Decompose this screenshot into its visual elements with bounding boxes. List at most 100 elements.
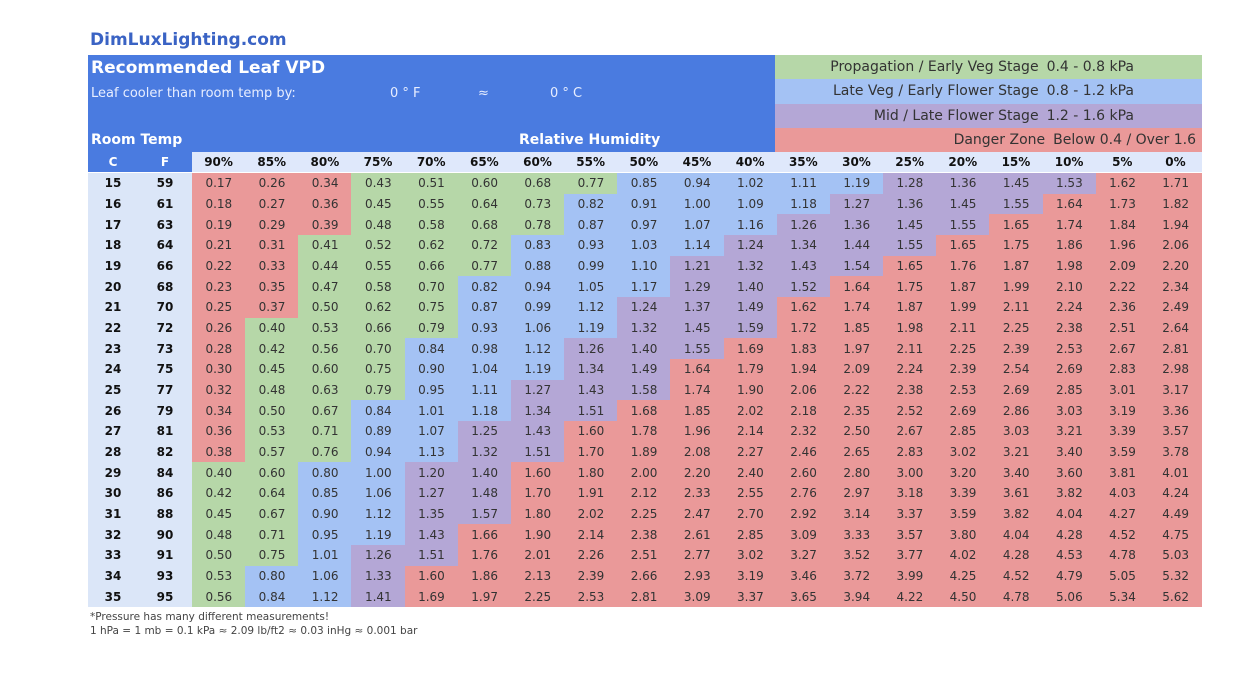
vpd-cell: 3.52 — [829, 545, 884, 566]
temp-c: 17 — [88, 214, 138, 235]
vpd-cell: 3.14 — [829, 503, 884, 525]
vpd-cell: 2.11 — [989, 297, 1044, 318]
vpd-cell: 1.49 — [617, 359, 671, 380]
vpd-cell: 2.24 — [1042, 297, 1097, 318]
vpd-cell: 0.67 — [298, 400, 352, 421]
vpd-cell: 1.40 — [723, 276, 778, 297]
temp-f: 77 — [138, 379, 192, 401]
vpd-cell: 2.61 — [670, 524, 725, 545]
vpd-cell: 0.82 — [457, 276, 512, 297]
vpd-cell: 0.32 — [192, 379, 246, 401]
vpd-cell: 0.66 — [351, 317, 406, 339]
vpd-cell: 1.96 — [1095, 235, 1150, 256]
vpd-cell: 2.09 — [1095, 255, 1150, 277]
vpd-cell: 0.36 — [192, 421, 246, 442]
vpd-cell: 1.62 — [1095, 173, 1150, 194]
vpd-cell: 3.37 — [883, 503, 937, 525]
vpd-cell: 1.35 — [404, 503, 459, 525]
vpd-cell: 2.20 — [670, 462, 725, 483]
vpd-cell: 1.03 — [617, 235, 671, 256]
vpd-cell: 1.58 — [617, 379, 671, 401]
temp-f: 84 — [138, 462, 192, 483]
vpd-cell: 2.69 — [989, 379, 1044, 401]
vpd-cell: 2.26 — [564, 545, 618, 566]
vpd-cell: 2.14 — [723, 421, 778, 442]
vpd-cell: 1.18 — [776, 193, 831, 215]
legend-row: Late Veg / Early Flower Stage 0.8 - 1.2 k… — [775, 79, 1202, 104]
vpd-cell: 2.60 — [776, 462, 831, 483]
vpd-cell: 0.95 — [404, 379, 459, 401]
vpd-cell: 1.01 — [298, 545, 352, 566]
vpd-cell: 0.41 — [298, 235, 352, 256]
vpd-cell: 2.81 — [1148, 338, 1203, 359]
temp-c: 29 — [88, 462, 138, 483]
vpd-cell: 0.55 — [404, 193, 459, 215]
vpd-cell: 1.11 — [457, 379, 512, 401]
column-header: 60% — [510, 152, 565, 172]
vpd-cell: 2.38 — [1042, 317, 1097, 339]
vpd-cell: 0.99 — [510, 297, 565, 318]
vpd-cell: 2.00 — [617, 462, 671, 483]
vpd-cell: 1.24 — [617, 297, 671, 318]
vpd-cell: 2.14 — [564, 524, 618, 545]
vpd-cell: 0.75 — [351, 359, 406, 380]
vpd-cell: 5.62 — [1148, 586, 1203, 607]
column-header: 0% — [1148, 152, 1202, 172]
vpd-cell: 2.02 — [564, 503, 618, 525]
vpd-cell: 4.52 — [989, 565, 1044, 587]
vpd-cell: 4.78 — [989, 586, 1044, 607]
temp-f: 93 — [138, 565, 192, 587]
vpd-cell: 0.45 — [192, 503, 246, 525]
vpd-cell: 1.32 — [723, 255, 778, 277]
vpd-cell: 2.39 — [936, 359, 990, 380]
vpd-cell: 2.39 — [564, 565, 618, 587]
vpd-cell: 1.24 — [723, 235, 778, 256]
vpd-cell: 0.28 — [192, 338, 246, 359]
vpd-cell: 0.71 — [298, 421, 352, 442]
vpd-cell: 2.52 — [883, 400, 937, 421]
vpd-cell: 2.80 — [829, 462, 884, 483]
vpd-cell: 3.20 — [936, 462, 990, 483]
vpd-cell: 0.37 — [245, 297, 299, 318]
temp-f: 63 — [138, 214, 192, 235]
vpd-cell: 1.05 — [564, 276, 618, 297]
vpd-cell: 2.69 — [1042, 359, 1097, 380]
vpd-cell: 0.77 — [564, 173, 618, 194]
vpd-cell: 1.00 — [670, 193, 725, 215]
temp-f: 79 — [138, 400, 192, 421]
vpd-cell: 2.25 — [989, 317, 1044, 339]
vpd-cell: 2.02 — [723, 400, 778, 421]
vpd-cell: 1.62 — [776, 297, 831, 318]
vpd-cell: 3.33 — [829, 524, 884, 545]
offset-c: 0 ° C — [550, 86, 583, 101]
vpd-cell: 0.80 — [245, 565, 299, 587]
column-header: 65% — [457, 152, 511, 172]
vpd-cell: 1.70 — [564, 441, 618, 463]
vpd-cell: 1.00 — [351, 462, 406, 483]
vpd-cell: 0.87 — [457, 297, 512, 318]
column-header: 15% — [989, 152, 1043, 172]
offset-f: 0 ° F — [390, 86, 421, 101]
vpd-cell: 3.65 — [776, 586, 831, 607]
temp-c: 32 — [88, 524, 138, 545]
vpd-cell: 1.12 — [510, 338, 565, 359]
vpd-cell: 0.52 — [351, 235, 406, 256]
vpd-cell: 1.04 — [457, 359, 512, 380]
vpd-cell: 2.13 — [510, 565, 565, 587]
temp-f: 86 — [138, 483, 192, 504]
vpd-cell: 1.70 — [510, 483, 565, 504]
vpd-cell: 3.82 — [989, 503, 1044, 525]
vpd-cell: 1.34 — [510, 400, 565, 421]
vpd-cell: 1.68 — [617, 400, 671, 421]
vpd-cell: 1.96 — [670, 421, 725, 442]
vpd-cell: 0.68 — [457, 214, 512, 235]
vpd-cell: 4.04 — [989, 524, 1044, 545]
vpd-cell: 2.24 — [883, 359, 937, 380]
vpd-cell: 1.40 — [457, 462, 512, 483]
vpd-cell: 0.64 — [245, 483, 299, 504]
vpd-cell: 1.19 — [510, 359, 565, 380]
column-header: 75% — [351, 152, 405, 172]
vpd-cell: 0.23 — [192, 276, 246, 297]
vpd-cell: 2.06 — [776, 379, 831, 401]
vpd-cell: 1.26 — [564, 338, 618, 359]
